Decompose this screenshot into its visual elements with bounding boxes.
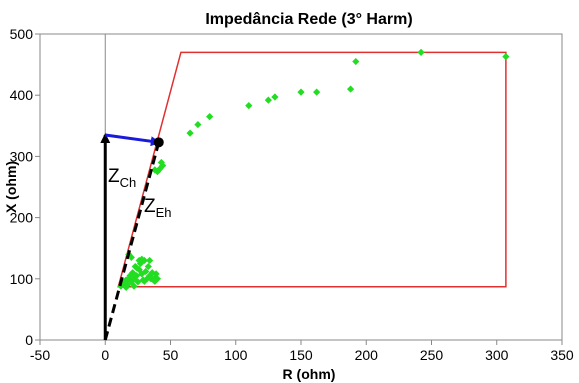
y-tick-label: 300 (10, 148, 34, 164)
x-tick-label: 300 (485, 347, 509, 363)
y-axis-ticks: 0 100 200 300 400 500 (10, 26, 40, 348)
data-point (130, 282, 138, 290)
y-tick-label: 400 (10, 87, 34, 103)
data-point (417, 48, 425, 56)
x-axis-label: R (ohm) (283, 366, 336, 382)
data-point (502, 53, 510, 61)
vector-z-dashed (103, 141, 161, 341)
zch-label: ZCh (108, 166, 136, 190)
x-tick-label: -50 (30, 347, 50, 363)
y-axis-label: X (ohm) (3, 161, 19, 213)
data-point (132, 264, 141, 272)
operating-region (117, 51, 507, 288)
x-axis-ticks: -50 0 50 100 150 200 250 300 350 (30, 340, 574, 363)
data-point (144, 262, 152, 271)
x-tick-label: 250 (420, 347, 444, 363)
zch-label-sub: Ch (120, 175, 137, 190)
y-tick-label: 0 (25, 332, 33, 348)
data-point (297, 88, 305, 96)
y-tick-label: 200 (10, 210, 34, 226)
data-point (352, 57, 360, 66)
y-tick-label: 500 (10, 26, 34, 42)
data-point (206, 113, 214, 121)
data-point (138, 255, 146, 263)
data-point (153, 275, 162, 283)
y-tick-label: 100 (10, 271, 34, 287)
data-point (151, 277, 159, 285)
chart-title: Impedância Rede (3° Harm) (205, 11, 412, 28)
data-point (157, 158, 165, 167)
zch-label-main: Z (108, 166, 120, 187)
zeh-label-main: Z (144, 196, 156, 217)
x-tick-label: 0 (101, 347, 109, 363)
data-point (313, 88, 321, 96)
data-point (346, 85, 355, 93)
zeh-label: ZEh (144, 196, 172, 220)
x-tick-label: 200 (355, 347, 379, 363)
data-point (245, 102, 253, 110)
data-point (140, 277, 148, 285)
x-tick-label: 150 (289, 347, 313, 363)
vector-r-arrow (105, 133, 161, 147)
vector-tip-point (153, 137, 164, 148)
data-point (264, 96, 272, 104)
data-point (271, 93, 279, 101)
x-tick-label: 350 (550, 347, 574, 363)
data-point (151, 166, 159, 174)
zeh-label-sub: Eh (156, 205, 172, 220)
data-points (117, 48, 510, 291)
data-point (142, 267, 150, 276)
data-point (194, 120, 202, 129)
data-point (122, 283, 130, 291)
data-point (146, 256, 154, 265)
x-tick-label: 100 (224, 347, 248, 363)
x-tick-label: 50 (163, 347, 179, 363)
data-point (186, 129, 194, 137)
